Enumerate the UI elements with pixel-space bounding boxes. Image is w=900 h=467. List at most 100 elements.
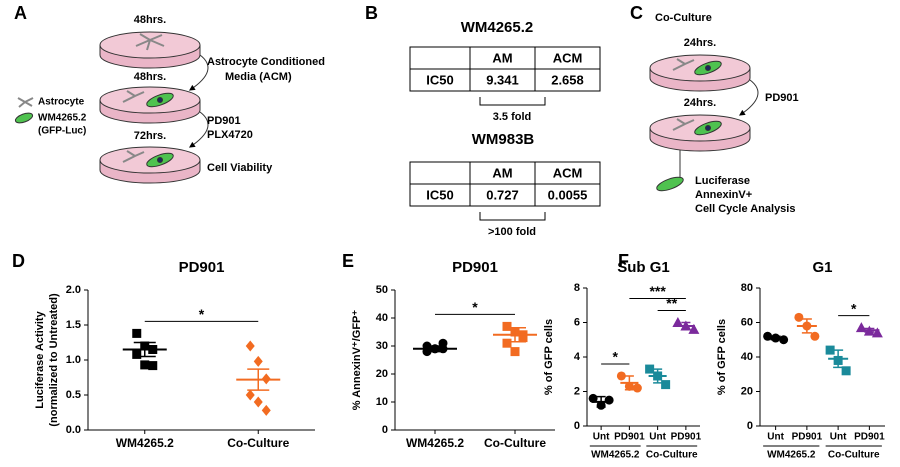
data-point [502, 321, 512, 331]
dish [649, 54, 751, 92]
y-tick-label: 0 [574, 420, 580, 432]
x-tick-label: Unt [593, 432, 610, 443]
x-tick-label: Unt [767, 432, 784, 443]
panel-label: C [630, 3, 643, 23]
group-label: Co-Culture [646, 450, 698, 461]
data-point [645, 364, 655, 374]
dish [99, 146, 201, 184]
y-tick-label: 10 [376, 396, 388, 408]
output-label: AnnexinV+ [695, 189, 752, 201]
data-point [688, 323, 700, 334]
drug-label: PD901 [765, 92, 799, 104]
chart-title: PD901 [452, 259, 498, 276]
data-point [148, 361, 158, 371]
data-point [132, 328, 142, 338]
significance-label: * [472, 299, 478, 315]
x-tick-label: Unt [649, 432, 666, 443]
panel-label: E [342, 251, 354, 271]
significance-label: * [199, 306, 205, 322]
group-label: WM4265.2 [591, 450, 640, 461]
error-bar [596, 395, 606, 408]
cell-value: 0.727 [486, 187, 519, 202]
panel-label: B [365, 3, 378, 23]
error-bar [653, 368, 663, 384]
panel-label: A [14, 3, 27, 23]
y-tick-label: 40 [376, 312, 388, 324]
step-label: Media (ACM) [225, 71, 292, 83]
data-point [518, 333, 528, 343]
chart: Sub G1 0 2 4 6 8 % of GFP cells Unt PD901 Unt PD90… [543, 259, 702, 461]
y-tick-label: 80 [741, 282, 753, 294]
legend-label: Astrocyte [38, 97, 85, 108]
error-bar [133, 341, 156, 358]
table-title: WM4265.2 [461, 19, 534, 36]
row-label: IC50 [426, 72, 453, 87]
diagram-a [14, 31, 209, 184]
y-tick-label: 0 [382, 424, 388, 436]
significance-label: * [613, 349, 619, 365]
legend-label: (GFP-Luc) [38, 126, 86, 137]
error-bar [504, 327, 526, 343]
fold-bracket [479, 97, 546, 106]
dish [99, 86, 201, 124]
data-point [140, 360, 150, 370]
data-point [825, 345, 835, 355]
y-tick-label: 30 [376, 340, 388, 352]
group-label: Co-Culture [828, 450, 880, 461]
y-axis-label: % of GFP cells [543, 319, 555, 395]
output-label: Cell Cycle Analysis [695, 203, 795, 215]
y-tick-label: 40 [741, 351, 753, 363]
diagram-title: Co-Culture [655, 12, 712, 24]
time-label: 24hrs. [684, 37, 716, 49]
data-point [245, 389, 255, 401]
column-header: AM [492, 50, 512, 65]
error-bar [770, 335, 781, 341]
step-label: PLX4720 [207, 129, 253, 141]
error-bar [624, 375, 634, 391]
panel-label: D [12, 251, 25, 271]
x-tick-label: PD901 [614, 432, 645, 443]
error-bar [864, 327, 875, 333]
fold-label: 3.5 fold [493, 111, 532, 123]
column-header: AM [492, 165, 512, 180]
diagram-a-text: 48hrs. 48hrs. 72hrs. Astrocyte Condition… [38, 14, 325, 174]
x-tick-label: PD901 [854, 432, 885, 443]
row-label: IC50 [426, 187, 453, 202]
chart-title: Sub G1 [617, 259, 670, 276]
error-bar [424, 345, 446, 353]
legend-label: WM4265.2 [38, 113, 87, 124]
data-point [632, 383, 642, 393]
y-tick-label: 2 [574, 385, 580, 397]
data-point [794, 312, 804, 322]
chart-title: PD901 [179, 259, 225, 276]
y-tick-label: 2.0 [66, 284, 81, 296]
x-tick-label: Co-Culture [484, 436, 546, 450]
data-point [871, 327, 883, 338]
x-tick-label: Unt [830, 432, 847, 443]
cell-value: 0.0055 [548, 187, 588, 202]
diagram-c-text: Co-Culture 24hrs. 24hrs. PD901 Luciferas… [655, 12, 799, 215]
x-tick-label: Co-Culture [227, 436, 289, 450]
group-label: WM4265.2 [767, 450, 816, 461]
output-label: Luciferase [695, 175, 750, 187]
data-point [810, 331, 820, 341]
data-point [132, 349, 142, 359]
y-tick-label: 60 [741, 316, 753, 328]
y-tick-label: 4 [574, 351, 581, 363]
column-header: ACM [553, 50, 583, 65]
significance-label: * [851, 300, 857, 316]
cell-value: 9.341 [486, 72, 519, 87]
x-tick-label: PD901 [792, 432, 823, 443]
data-point [253, 396, 263, 408]
error-bar [801, 318, 812, 334]
y-tick-label: 0.5 [66, 389, 81, 401]
time-label: 48hrs. [134, 14, 166, 26]
error-bar [833, 349, 844, 369]
fold-label: >100 fold [488, 226, 536, 238]
fold-bracket [479, 212, 546, 221]
y-tick-label: 50 [376, 284, 388, 296]
data-point [841, 366, 851, 376]
y-axis-label: % of GFP cells [716, 319, 728, 395]
data-point [510, 347, 520, 357]
